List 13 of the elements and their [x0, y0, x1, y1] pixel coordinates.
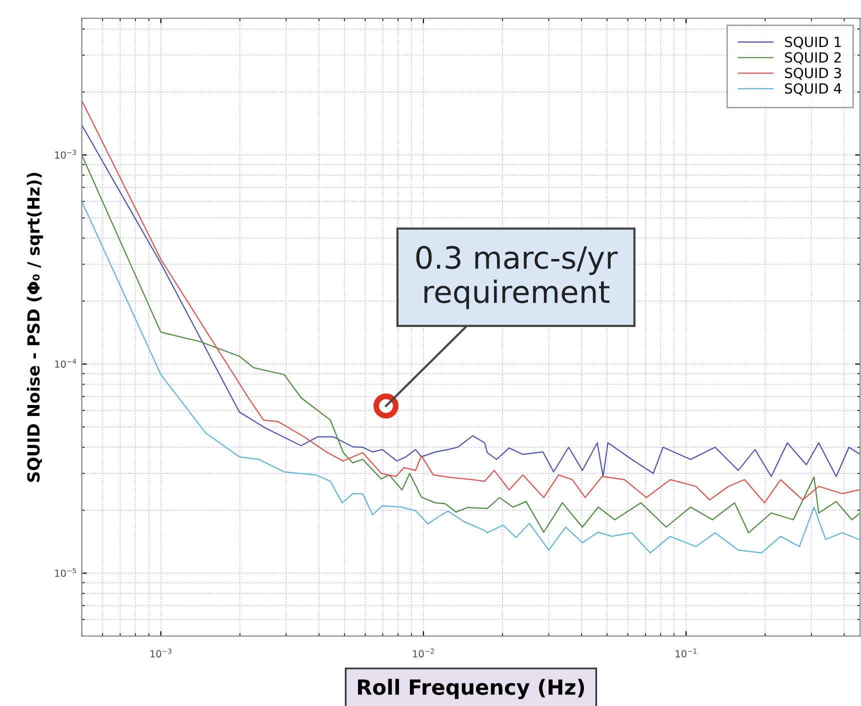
legend-label: SQUID 4	[785, 83, 842, 96]
legend-label: SQUID 2	[785, 52, 841, 64]
x-tick-label: 10$^{−3}$	[150, 648, 172, 658]
x-axis-title: Roll Frequency (Hz)	[358, 678, 584, 700]
legend-label: SQUID 1	[785, 36, 841, 49]
y-axis-title: SQUID Noise - PSD (Φ₀ / sqrt(Hz))	[26, 172, 43, 482]
y-tick-label: 10$^{−3}$	[55, 150, 76, 159]
y-tick-label: 10$^{−5}$	[55, 568, 76, 577]
y-tick-label: 10$^{−4}$	[55, 358, 76, 368]
x-tick-label: 10$^{−1}$	[676, 648, 697, 658]
x-tick-label: 10$^{−2}$	[413, 648, 434, 658]
legend-label: SQUID 3	[785, 68, 841, 80]
annotation: 0.3 marc-s/yr requirement	[416, 246, 618, 310]
